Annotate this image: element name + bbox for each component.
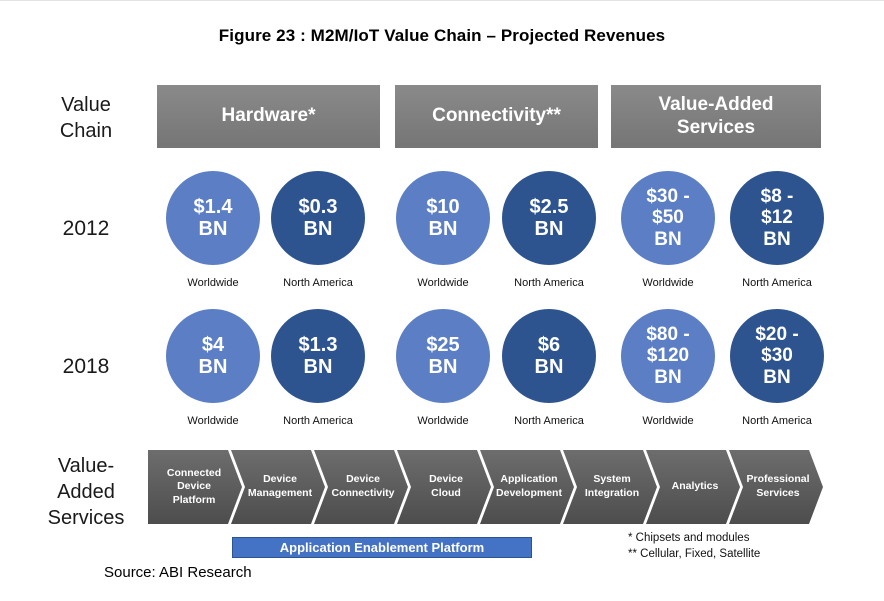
bubble-value: $10 BN (396, 171, 490, 265)
step-connected-device-platform: Connected Device Platform (148, 450, 242, 524)
bubble-2012-vas-worldwide: $30 - $50 BN Worldwide (621, 171, 715, 289)
row-label-value-chain: Value Chain (59, 94, 113, 142)
bubble-value: $0.3 BN (271, 171, 365, 265)
bubble-value: $80 - $120 BN (621, 309, 715, 403)
bubble-region-label: North America (742, 277, 812, 289)
bubble-region-label: Worldwide (187, 277, 239, 289)
footnotes: * Chipsets and modules ** Cellular, Fixe… (628, 532, 761, 560)
column-header-hardware: Hardware* (157, 85, 380, 148)
row-label-value-added-services: Value- Added Services (47, 455, 125, 529)
bubble-region-label: Worldwide (417, 415, 469, 427)
bubble-2018-vas-north-america: $20 - $30 BN North America (730, 309, 824, 427)
bubble-2018-hardware-north-america: $1.3 BN North America (271, 309, 365, 427)
bubble-region-label: Worldwide (187, 415, 239, 427)
bubble-value: $25 BN (396, 309, 490, 403)
bubble-value: $6 BN (502, 309, 596, 403)
bubble-value: $4 BN (166, 309, 260, 403)
bubble-2012-connectivity-worldwide: $10 BN Worldwide (396, 171, 490, 289)
application-enablement-platform-bar: Application Enablement Platform (232, 537, 532, 558)
bubble-region-label: North America (514, 415, 584, 427)
figure-title: Figure 23 : M2M/IoT Value Chain – Projec… (218, 26, 666, 45)
step-device-connectivity: Device Connectivity (314, 450, 408, 524)
bubble-region-label: Worldwide (642, 415, 694, 427)
row-label-2018: 2018 (62, 355, 110, 378)
step-device-cloud: Device Cloud (397, 450, 491, 524)
step-professional-services: Professional Services (729, 450, 823, 524)
bubble-2018-hardware-worldwide: $4 BN Worldwide (166, 309, 260, 427)
bubble-2018-connectivity-north-america: $6 BN North America (502, 309, 596, 427)
bubble-value: $1.4 BN (166, 171, 260, 265)
step-system-integration: System Integration (563, 450, 657, 524)
column-header-connectivity: Connectivity** (395, 85, 598, 148)
bubble-value: $20 - $30 BN (730, 309, 824, 403)
bubble-2012-hardware-worldwide: $1.4 BN Worldwide (166, 171, 260, 289)
bubble-2012-hardware-north-america: $0.3 BN North America (271, 171, 365, 289)
bubble-region-label: Worldwide (642, 277, 694, 289)
bubble-value: $1.3 BN (271, 309, 365, 403)
bubble-2018-connectivity-worldwide: $25 BN Worldwide (396, 309, 490, 427)
source-attribution: Source: ABI Research (104, 564, 252, 581)
step-device-management: Device Management (231, 450, 325, 524)
row-label-2012: 2012 (62, 217, 110, 240)
step-analytics: Analytics (646, 450, 740, 524)
bubble-2018-vas-worldwide: $80 - $120 BN Worldwide (621, 309, 715, 427)
value-chain-steps: Connected Device Platform Device Managem… (148, 450, 823, 524)
bubble-region-label: North America (283, 277, 353, 289)
bubble-value: $8 - $12 BN (730, 171, 824, 265)
bubble-region-label: North America (514, 277, 584, 289)
column-header-value-added-services: Value-Added Services (611, 85, 821, 148)
step-application-development: Application Development (480, 450, 574, 524)
bubble-2012-connectivity-north-america: $2.5 BN North America (502, 171, 596, 289)
bubble-region-label: North America (283, 415, 353, 427)
bubble-2012-vas-north-america: $8 - $12 BN North America (730, 171, 824, 289)
bubble-region-label: Worldwide (417, 277, 469, 289)
bubble-value: $2.5 BN (502, 171, 596, 265)
bubble-value: $30 - $50 BN (621, 171, 715, 265)
bubble-region-label: North America (742, 415, 812, 427)
